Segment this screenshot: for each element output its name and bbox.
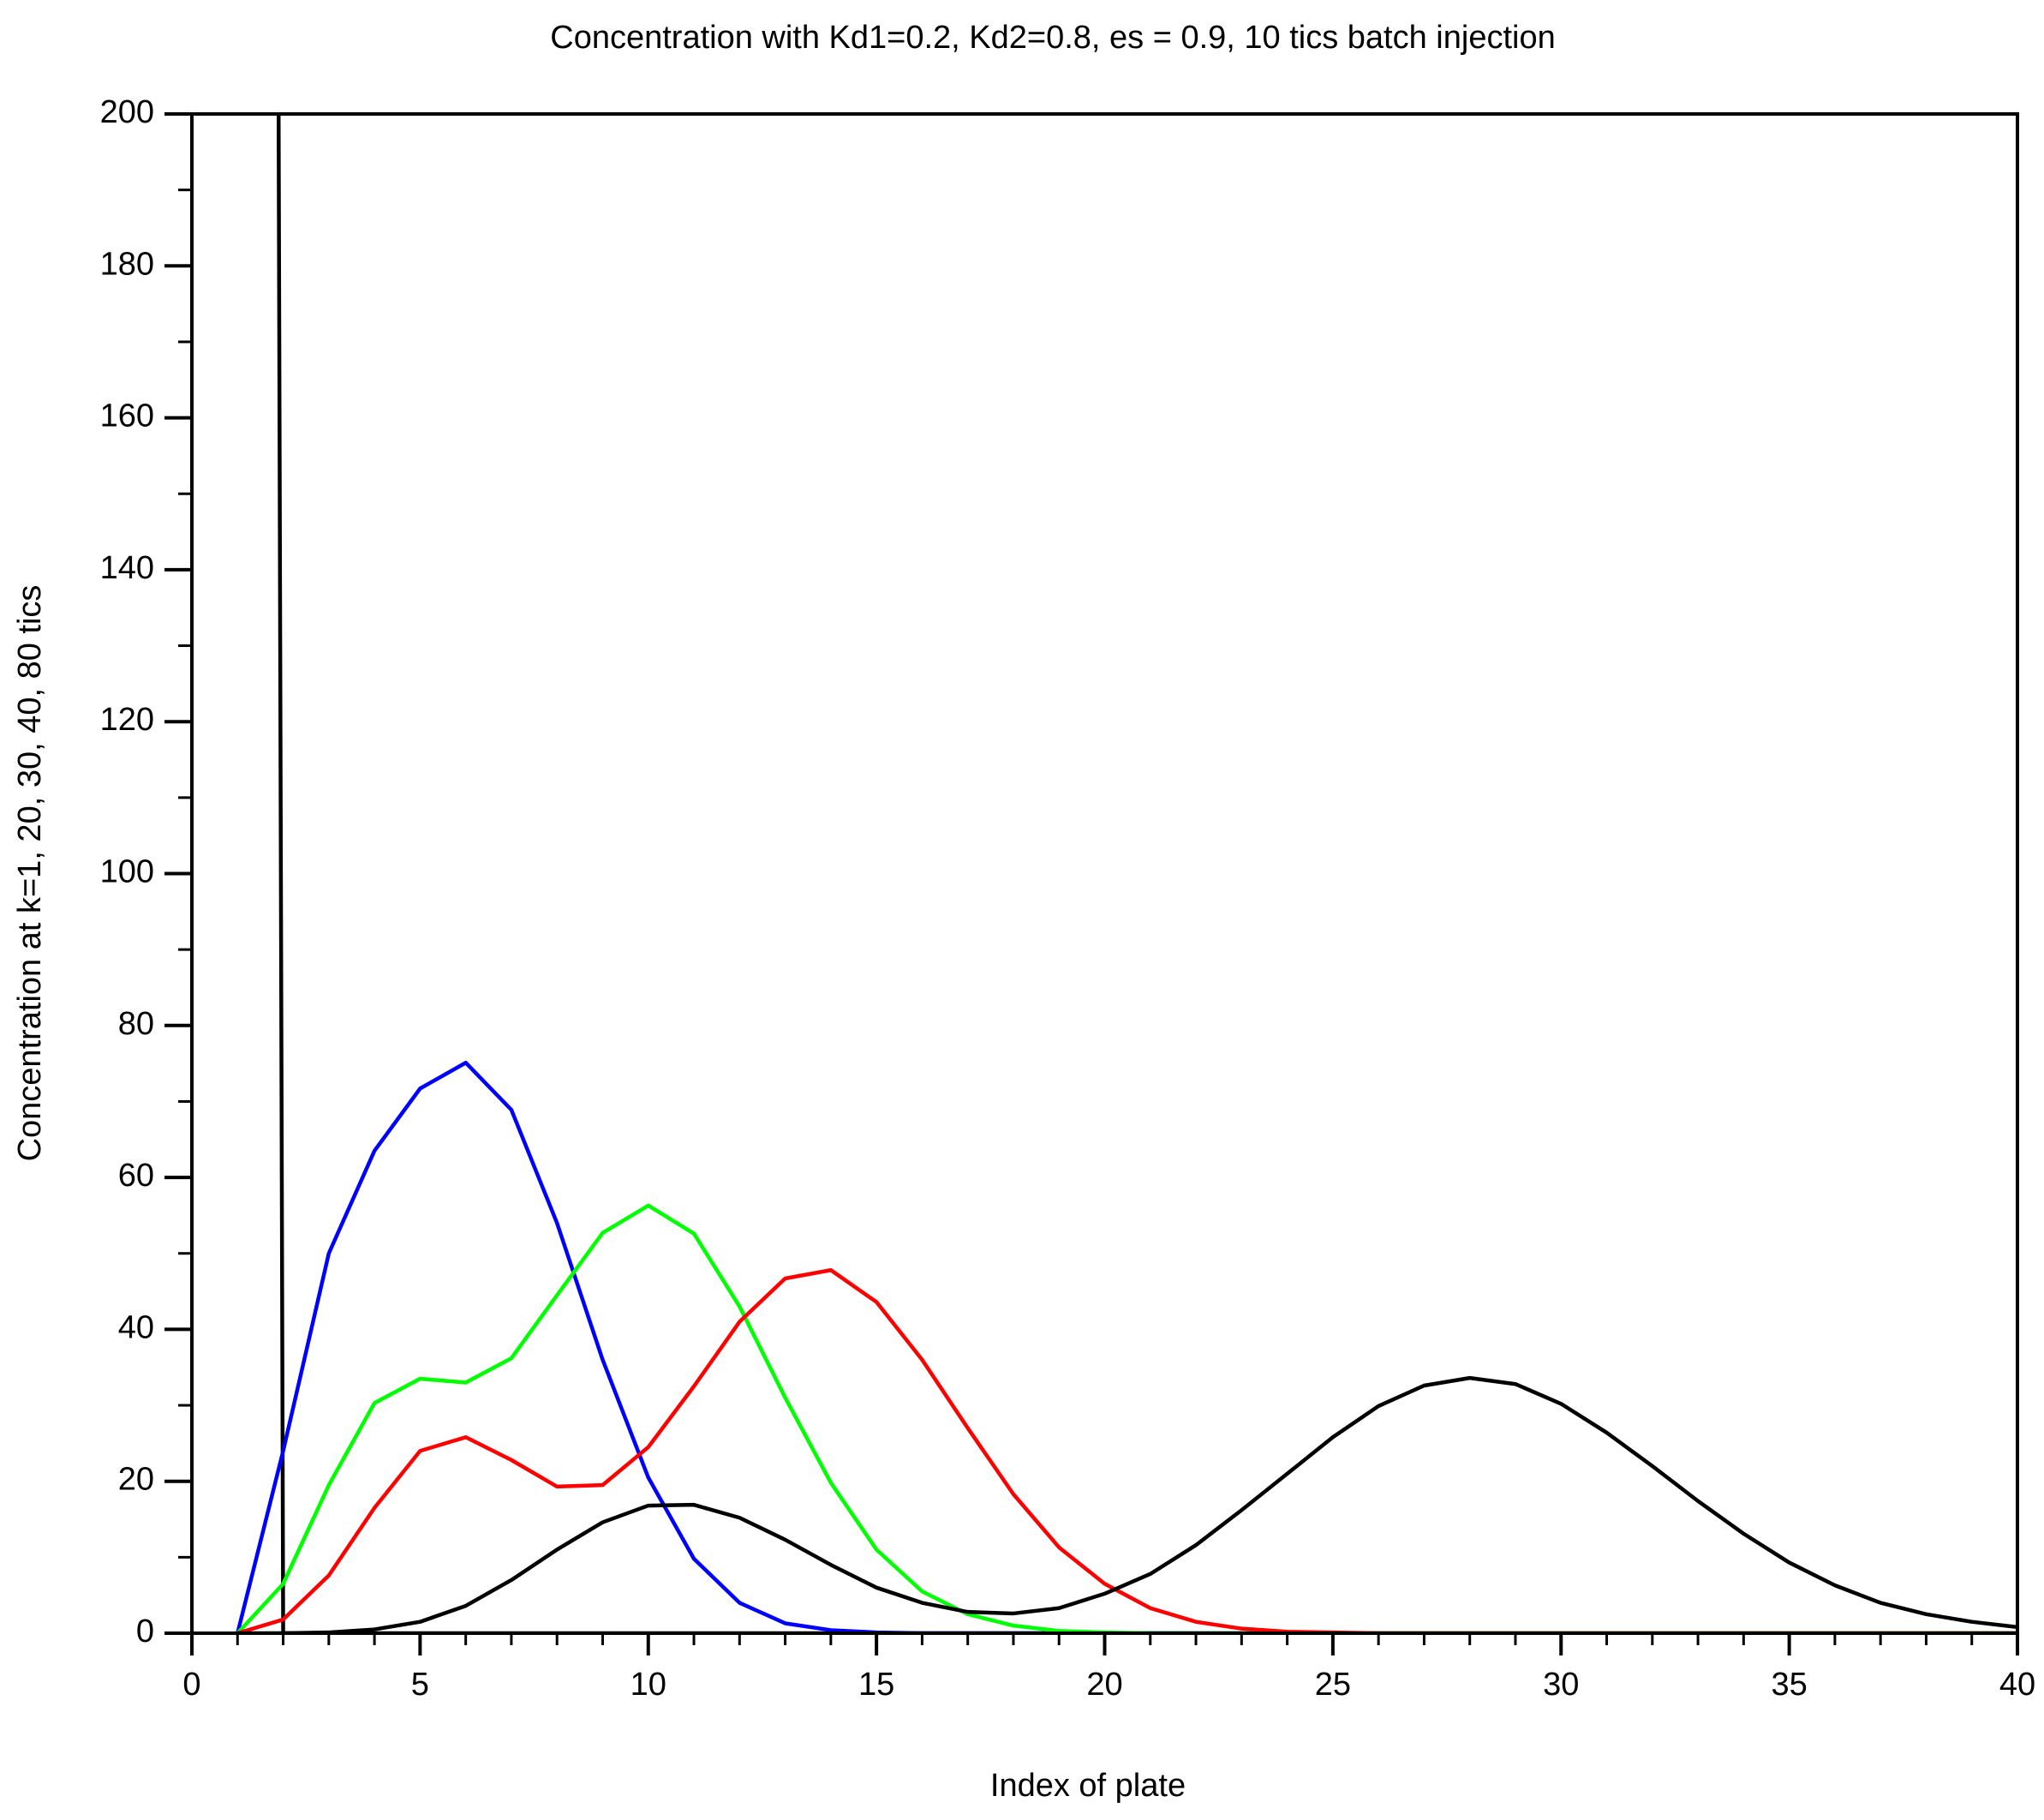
x-tick-label: 40 [1999,1667,2035,1703]
y-tick-label: 20 [118,1462,154,1498]
x-tick-label: 25 [1315,1667,1351,1703]
x-tick-label: 15 [858,1667,894,1703]
y-tick-label: 160 [100,398,154,434]
x-tick-label: 0 [182,1667,200,1703]
y-tick-label: 40 [118,1309,154,1345]
x-tick-label: 30 [1543,1667,1579,1703]
y-axis-label: Concentration at k=1, 20, 30, 40, 80 tic… [12,585,48,1162]
series-line [237,1375,2017,1633]
series-line [236,1268,2017,1633]
y-tick-label: 80 [118,1006,154,1042]
plot-lines [236,114,2017,1633]
y-tick-label: 200 [100,94,154,130]
chart-title: Concentration with Kd1=0.2, Kd2=0.8, es … [550,20,1555,56]
series-line [276,114,2017,1633]
plot-frame [190,112,2019,1635]
x-tick-label: 10 [631,1667,666,1703]
y-tick-label: 180 [100,246,154,282]
x-tick-label: 5 [411,1667,429,1703]
y-tick-label: 100 [100,854,154,890]
y-tick-label: 0 [136,1613,154,1649]
y-tick-label: 60 [118,1158,154,1194]
x-tick-label: 35 [1771,1667,1807,1703]
y-tick-label: 140 [100,550,154,586]
series-line [236,1060,2017,1633]
series-line [236,1203,2017,1633]
x-axis-label: Index of plate [990,1768,1186,1804]
x-tick-label: 20 [1086,1667,1122,1703]
y-tick-label: 120 [100,702,154,738]
